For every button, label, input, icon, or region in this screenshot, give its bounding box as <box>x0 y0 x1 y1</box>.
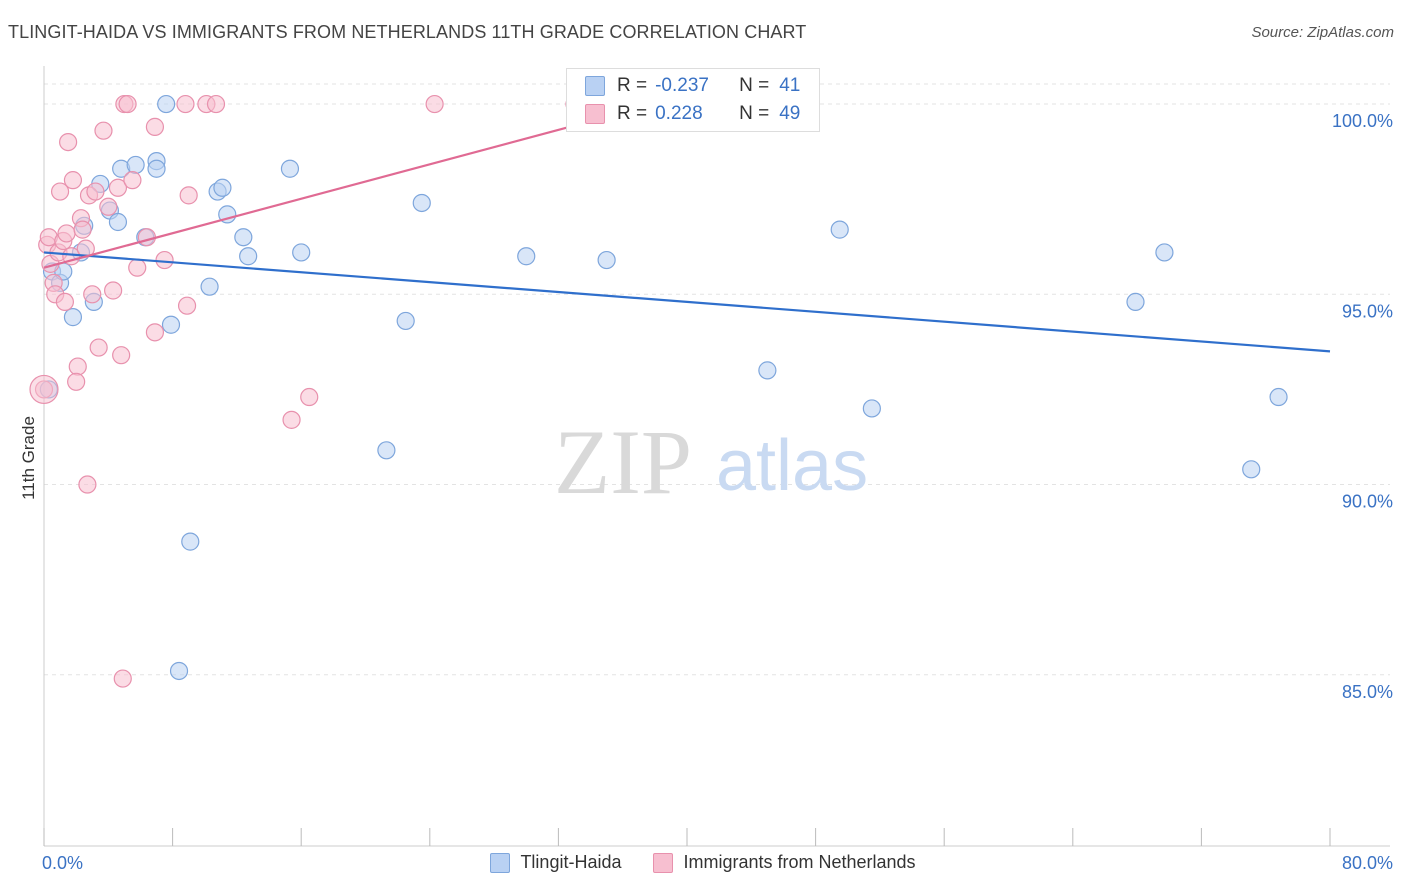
netherlands-point <box>128 258 147 277</box>
x-tick-label-max: 80.0% <box>1342 853 1393 873</box>
legend-n-label: N = <box>739 103 770 124</box>
stats-legend: R = -0.237 N = 41 R = 0.228 N = 49 <box>566 68 820 132</box>
axes <box>43 66 1390 847</box>
tlingit-point <box>108 212 128 232</box>
tlingit-point <box>147 159 166 178</box>
tlingit-point <box>758 361 777 380</box>
tlingit-point <box>200 277 219 296</box>
chart-title: TLINGIT-HAIDA VS IMMIGRANTS FROM NETHERL… <box>8 22 807 42</box>
netherlands-point <box>57 224 76 243</box>
legend-item-netherlands[interactable]: Immigrants from Netherlands <box>653 852 916 873</box>
y-tick-label: 90.0% <box>1342 492 1393 512</box>
netherlands-point <box>179 186 198 205</box>
netherlands-point <box>176 94 195 114</box>
legend-swatch-blue <box>490 852 511 873</box>
netherlands-point <box>67 372 86 391</box>
tlingit-point <box>280 159 300 178</box>
gridlines <box>44 83 1390 676</box>
trend-lines <box>43 102 1331 353</box>
legend-item-tlingit[interactable]: Tlingit-Haida <box>490 852 621 873</box>
tick-labels: 85.0% 90.0% 95.0% 100.0% 0.0% 80.0% <box>42 111 1393 873</box>
netherlands-point <box>206 94 226 114</box>
netherlands-point <box>78 475 97 494</box>
netherlands-point <box>73 220 92 239</box>
tlingit-point <box>396 311 415 331</box>
netherlands-point <box>50 182 70 201</box>
netherlands-point <box>155 250 174 270</box>
series-legend: Tlingit-Haida Immigrants from Netherland… <box>0 852 1406 873</box>
y-tick-label: 95.0% <box>1342 301 1393 321</box>
watermark-zip: ZIP <box>554 411 692 513</box>
legend-swatch-blue <box>585 76 605 96</box>
tlingit-point <box>830 220 849 239</box>
legend-r-value: 0.228 <box>655 103 703 124</box>
legend-row-tlingit: R = -0.237 N = 41 <box>585 75 800 97</box>
tlingit-point <box>63 308 83 327</box>
data-points <box>29 94 1288 688</box>
netherlands-point <box>29 374 59 405</box>
watermark-atlas: atlas <box>716 426 868 506</box>
trend-line-tlingit <box>43 251 1331 353</box>
netherlands-point <box>300 387 319 407</box>
netherlands-point <box>68 357 87 376</box>
y-tick-label: 100.0% <box>1332 111 1393 131</box>
legend-n-value: 41 <box>779 75 801 96</box>
tlingit-point <box>1269 387 1288 407</box>
netherlands-point <box>112 346 131 365</box>
netherlands-point <box>282 410 301 429</box>
tlingit-point <box>1155 243 1174 262</box>
trend-line-netherlands <box>43 102 656 269</box>
legend-swatch-pink <box>653 852 674 873</box>
tlingit-point <box>181 532 200 551</box>
legend-r-label: R = <box>617 103 648 124</box>
tlingit-point <box>157 94 176 114</box>
watermark: ZIP atlas <box>554 411 868 513</box>
tlingit-point <box>517 247 536 266</box>
y-tick-label: 85.0% <box>1342 682 1393 702</box>
netherlands-point <box>177 296 197 315</box>
netherlands-point <box>145 323 165 342</box>
tlingit-point <box>213 178 232 197</box>
netherlands-point <box>104 281 123 300</box>
legend-r-value: -0.237 <box>655 75 709 96</box>
legend-n-label: N = <box>739 75 770 96</box>
tlingit-point <box>169 661 189 681</box>
tlingit-point <box>126 155 145 175</box>
legend-label-netherlands: Immigrants from Netherlands <box>683 852 916 872</box>
legend-label-tlingit: Tlingit-Haida <box>520 852 622 872</box>
source-credit: Source: ZipAtlas.com <box>1251 24 1394 41</box>
netherlands-point <box>63 171 83 190</box>
netherlands-point <box>425 94 444 114</box>
netherlands-point <box>108 178 128 197</box>
tlingit-point <box>377 441 396 460</box>
netherlands-point <box>83 285 102 304</box>
tlingit-point <box>292 243 311 262</box>
tlingit-point <box>1242 460 1261 479</box>
tlingit-point <box>862 399 881 418</box>
netherlands-point <box>145 117 165 136</box>
netherlands-point <box>94 121 113 140</box>
y-axis-label: 11th Grade <box>19 416 38 500</box>
x-tick-label-min: 0.0% <box>42 853 83 873</box>
tlingit-point <box>412 193 431 213</box>
legend-swatch-pink <box>585 104 605 124</box>
legend-row-netherlands: R = 0.228 N = 49 <box>585 103 800 125</box>
netherlands-point <box>137 228 156 247</box>
netherlands-point <box>113 669 132 688</box>
netherlands-point <box>118 94 137 114</box>
legend-n-value: 49 <box>779 103 801 124</box>
legend-r-label: R = <box>617 75 648 96</box>
netherlands-point <box>55 292 74 312</box>
netherlands-point <box>59 132 78 152</box>
netherlands-point <box>99 197 118 216</box>
tlingit-point <box>597 250 616 270</box>
netherlands-point <box>86 182 105 201</box>
tlingit-point <box>239 247 258 266</box>
netherlands-point <box>123 171 142 190</box>
tlingit-point <box>1126 292 1145 312</box>
tlingit-point <box>234 228 253 247</box>
netherlands-point <box>89 338 108 357</box>
tlingit-point <box>161 315 181 334</box>
